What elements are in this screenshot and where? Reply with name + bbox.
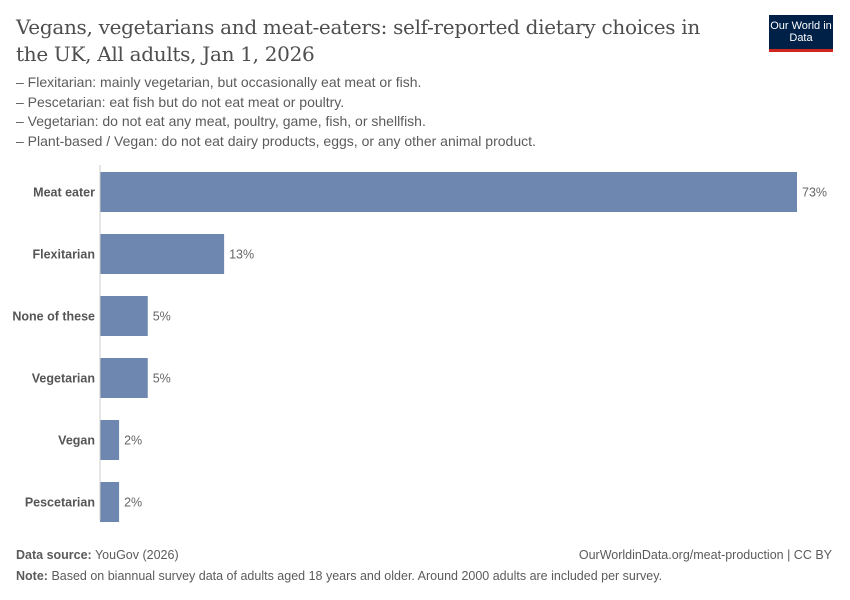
bar (100, 172, 797, 212)
bar (100, 420, 120, 460)
category-label: Meat eater (33, 186, 95, 200)
source-text[interactable]: YouGov (2026) (94, 548, 179, 562)
note-label: Note: (16, 569, 48, 583)
subtitle-line: – Pescetarian: eat fish but do not eat m… (16, 93, 345, 110)
bar (100, 234, 225, 274)
value-label: 2% (124, 496, 142, 510)
bar (100, 358, 148, 398)
subtitle-line: – Flexitarian: mainly vegetarian, but oc… (16, 74, 422, 90)
subtitle-line: – Vegetarian: do not eat any meat, poult… (16, 113, 426, 129)
bar (100, 482, 120, 522)
source-label: Data source: (16, 548, 92, 562)
data-source: Data source: YouGov (2026) (16, 548, 179, 562)
value-label: 5% (153, 372, 171, 386)
subtitle-line: – Plant-based / Vegan: do not eat dairy … (16, 132, 536, 149)
category-label: Vegan (58, 434, 95, 448)
value-label: 5% (153, 310, 171, 324)
owid-logo[interactable]: Our World in Data (769, 15, 833, 52)
category-label: None of these (12, 310, 95, 324)
category-label: Flexitarian (32, 248, 95, 262)
note: Note: Based on biannual survey data of a… (16, 569, 662, 583)
note-text: Based on biannual survey data of adults … (51, 569, 663, 583)
category-label: Pescetarian (25, 496, 95, 510)
value-label: 2% (124, 434, 142, 448)
value-label: 13% (229, 248, 254, 262)
chart-title: Vegans, vegetarians and meat-eaters: sel… (16, 15, 700, 66)
chart-subtitle: – Flexitarian: mainly vegetarian, but oc… (16, 73, 536, 151)
value-label: 73% (802, 186, 827, 200)
source-url[interactable]: OurWorldinData.org/meat-production | CC … (578, 548, 832, 562)
bar (100, 296, 148, 336)
category-label: Vegetarian (32, 372, 95, 386)
